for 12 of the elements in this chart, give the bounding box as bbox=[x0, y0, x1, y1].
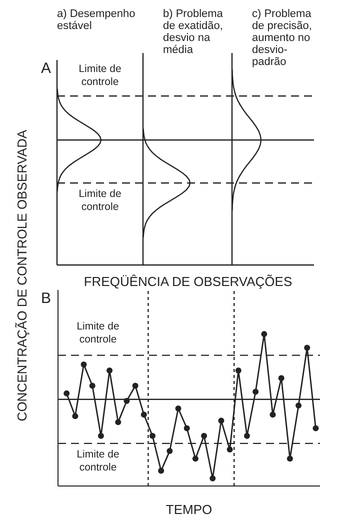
x-axis-title: TEMPO bbox=[166, 502, 212, 517]
ref-line-label: Limite de controle bbox=[76, 320, 120, 346]
text: FREQÜÊNCIA DE OBSERVAÇÕES bbox=[84, 274, 292, 289]
chart-title: B bbox=[41, 290, 52, 307]
category-label: b) Problema de exatidão, desvio na média bbox=[163, 8, 224, 56]
text: Limite de controle bbox=[78, 63, 122, 88]
text: Limite de controle bbox=[78, 188, 122, 213]
category-label: a) Desempenho estável bbox=[57, 8, 136, 32]
text: CONCENTRAÇÃO DE CONTROLE OBSERVADA bbox=[14, 128, 30, 424]
text: A bbox=[41, 60, 52, 77]
ref-line-label: Limite de controle bbox=[76, 448, 120, 474]
category-label: c) Problema de precisão, aumento no desvio-padrão bbox=[252, 8, 313, 68]
